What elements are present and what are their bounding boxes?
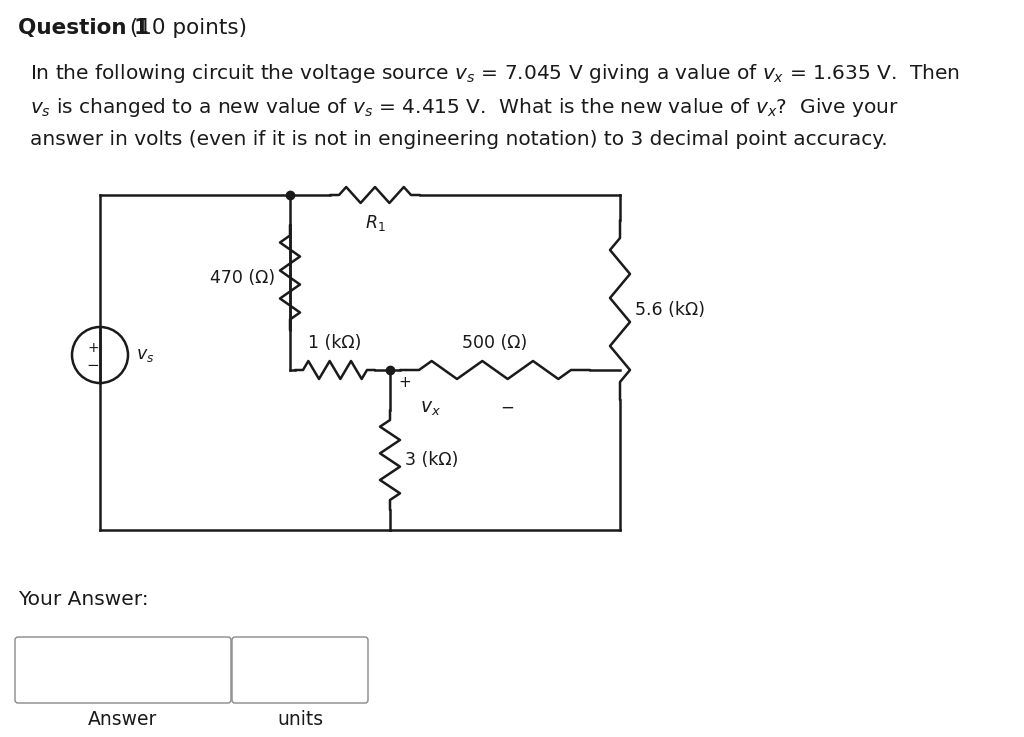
Text: units: units <box>276 710 323 729</box>
Text: 1 (kΩ): 1 (kΩ) <box>308 334 361 352</box>
Text: −: − <box>500 399 514 417</box>
Text: $R_1$: $R_1$ <box>365 213 385 233</box>
FancyBboxPatch shape <box>15 637 231 703</box>
Text: 3 (kΩ): 3 (kΩ) <box>406 451 459 469</box>
Text: 5.6 (kΩ): 5.6 (kΩ) <box>635 301 705 319</box>
Text: $v_x$: $v_x$ <box>420 399 441 417</box>
Text: (10 points): (10 points) <box>123 18 247 38</box>
FancyBboxPatch shape <box>232 637 368 703</box>
Text: $v_s$ is changed to a new value of $v_s$ = 4.415 V.  What is the new value of $v: $v_s$ is changed to a new value of $v_s$… <box>30 96 899 119</box>
Text: 470 (Ω): 470 (Ω) <box>210 268 275 287</box>
Text: answer in volts (even if it is not in engineering notation) to 3 decimal point a: answer in volts (even if it is not in en… <box>30 130 888 149</box>
Text: Your Answer:: Your Answer: <box>18 590 148 609</box>
Text: $v_s$: $v_s$ <box>136 346 155 364</box>
Text: −: − <box>87 357 99 372</box>
Text: In the following circuit the voltage source $v_s$ = 7.045 V giving a value of $v: In the following circuit the voltage sou… <box>30 62 959 85</box>
Text: Answer: Answer <box>88 710 158 729</box>
Text: 500 (Ω): 500 (Ω) <box>463 334 527 352</box>
Text: +: + <box>87 341 98 355</box>
Text: +: + <box>398 375 411 390</box>
Text: Question 1: Question 1 <box>18 18 150 38</box>
